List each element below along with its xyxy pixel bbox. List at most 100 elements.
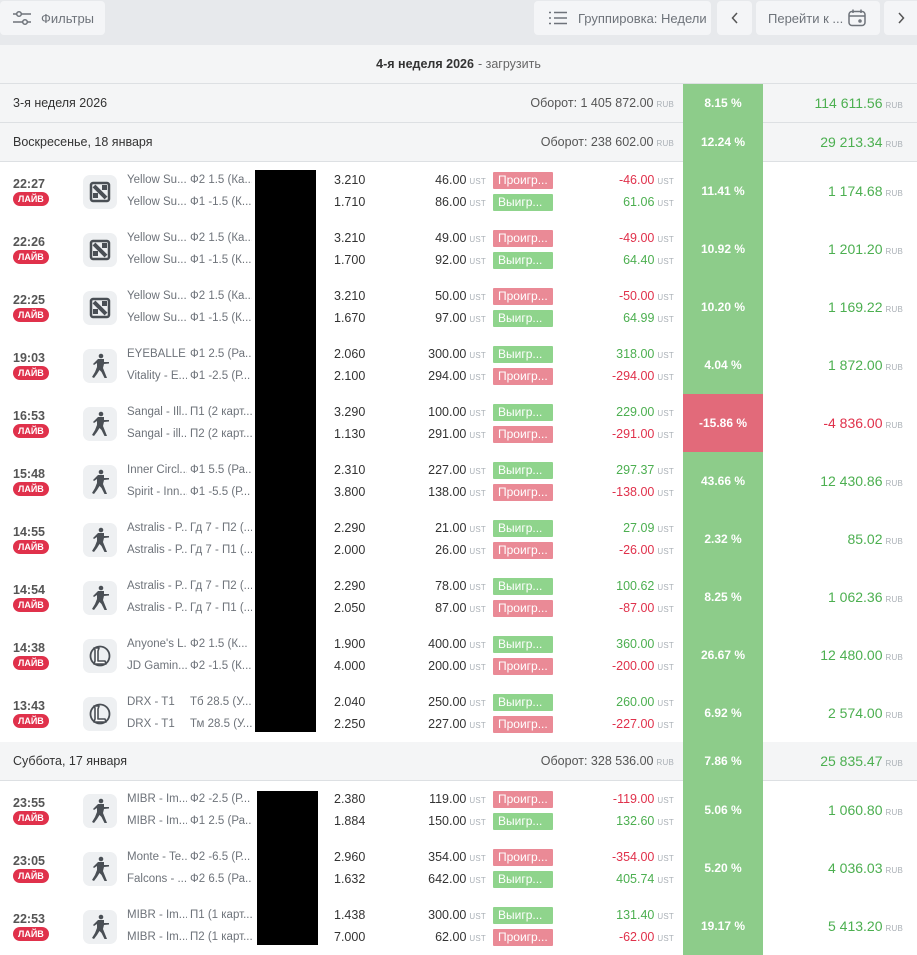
currency-label: RUB bbox=[885, 808, 903, 817]
bet-profit: 4 036.03 RUB bbox=[828, 860, 903, 876]
odds-value: 1.900 bbox=[334, 637, 366, 651]
bet-percent: -15.86 % bbox=[683, 394, 763, 452]
summary-row: Суббота, 17 января Оборот: 328 536.00 RUB 7… bbox=[0, 742, 917, 781]
counter-strike-icon bbox=[83, 407, 117, 441]
stake-value: 150.00 UST bbox=[428, 814, 486, 828]
bet-percent: 11.41 % bbox=[683, 162, 763, 220]
goto-date-button[interactable]: Перейти к ... bbox=[756, 1, 880, 35]
currency-label: UST bbox=[469, 525, 486, 534]
market-name: Ф1 -5.5 (Р... bbox=[190, 486, 251, 498]
team-name: Anyone's L... bbox=[127, 638, 187, 650]
toolbar: Фильтры Группировка: Недели Перейти к ..… bbox=[0, 0, 917, 45]
team-name: DRX - T1 bbox=[127, 718, 175, 730]
summary-profit: 25 835.47 RUB bbox=[820, 753, 903, 769]
week-title: 4-я неделя 2026 bbox=[376, 57, 474, 71]
grouping-button[interactable]: Группировка: Недели bbox=[534, 1, 711, 35]
result-value: -119.00 UST bbox=[612, 792, 674, 806]
team-name: Sangal - Ill... bbox=[127, 406, 187, 418]
live-badge: ЛАЙВ bbox=[13, 598, 49, 612]
live-badge: ЛАЙВ bbox=[13, 656, 49, 670]
result-value: -294.00 UST bbox=[611, 369, 674, 383]
currency-label: UST bbox=[657, 177, 674, 186]
currency-label: UST bbox=[469, 467, 486, 476]
bet-percent: 26.67 % bbox=[683, 626, 763, 684]
currency-label: UST bbox=[469, 235, 486, 244]
team-name: Yellow Su... bbox=[127, 232, 187, 244]
odds-value: 2.290 bbox=[334, 579, 366, 593]
odds-value: 2.960 bbox=[334, 850, 366, 864]
next-button[interactable] bbox=[884, 1, 917, 35]
live-badge: ЛАЙВ bbox=[13, 714, 49, 728]
summary-percent: 8.15 % bbox=[683, 84, 763, 123]
bet-percent: 5.06 % bbox=[683, 781, 763, 839]
currency-label: UST bbox=[469, 257, 486, 266]
bet-time: 19:03 bbox=[13, 351, 45, 365]
market-name: Тб 28.5 (У... bbox=[190, 696, 252, 708]
stake-value: 354.00 UST bbox=[428, 850, 486, 864]
currency-label: RUB bbox=[885, 305, 903, 314]
result-value: -50.00 UST bbox=[618, 289, 674, 303]
filters-label: Фильтры bbox=[41, 10, 95, 26]
live-badge: ЛАЙВ bbox=[13, 540, 49, 554]
live-badge: ЛАЙВ bbox=[13, 250, 49, 264]
stake-value: 97.00 UST bbox=[435, 311, 486, 325]
redacted-block bbox=[257, 791, 318, 945]
filters-button[interactable]: Фильтры bbox=[0, 1, 105, 35]
currency-label: UST bbox=[657, 583, 674, 592]
currency-label: RUB bbox=[885, 759, 903, 768]
status-badge: Выигр... bbox=[493, 871, 553, 888]
market-name: П1 (2 карт... bbox=[190, 406, 252, 418]
stake-value: 92.00 UST bbox=[435, 253, 486, 267]
team-name: EYEBALLE... bbox=[127, 348, 187, 360]
currency-label: RUB bbox=[885, 189, 903, 198]
currency-label: UST bbox=[657, 876, 674, 885]
currency-label: UST bbox=[469, 721, 486, 730]
currency-label: RUB bbox=[656, 139, 674, 148]
prev-button[interactable] bbox=[717, 1, 752, 35]
result-value: -26.00 UST bbox=[618, 543, 674, 557]
bet-row: 23:05 ЛАЙВ Monte - Te... Ф2 -6.5 (Р... 2.960… bbox=[0, 839, 917, 897]
counter-strike-icon bbox=[83, 465, 117, 499]
currency-label: RUB bbox=[885, 537, 903, 546]
team-name: Vitality - E... bbox=[127, 370, 187, 382]
bet-time: 14:38 bbox=[13, 641, 45, 655]
market-name: Ф2 1.5 (К... bbox=[190, 638, 248, 650]
bet-time: 22:26 bbox=[13, 235, 45, 249]
currency-label: UST bbox=[469, 583, 486, 592]
currency-label: UST bbox=[469, 315, 486, 324]
currency-label: UST bbox=[469, 876, 486, 885]
status-badge: Проигр... bbox=[493, 929, 553, 946]
bet-profit: 85.02 RUB bbox=[847, 531, 903, 547]
market-name: Гд 7 - П1 (... bbox=[190, 544, 252, 556]
bet-time: 15:48 bbox=[13, 467, 45, 481]
counter-strike-icon bbox=[83, 581, 117, 615]
status-badge: Проигр... bbox=[493, 172, 553, 189]
status-badge: Выигр... bbox=[493, 310, 553, 327]
bet-time: 14:55 bbox=[13, 525, 45, 539]
currency-label: RUB bbox=[885, 595, 903, 604]
status-badge: Выигр... bbox=[493, 578, 553, 595]
bet-percent: 5.20 % bbox=[683, 839, 763, 897]
stake-value: 100.00 UST bbox=[428, 405, 486, 419]
currency-label: UST bbox=[657, 199, 674, 208]
team-name: Yellow Su... bbox=[127, 174, 187, 186]
status-badge: Выигр... bbox=[493, 462, 553, 479]
status-badge: Проигр... bbox=[493, 791, 553, 808]
odds-value: 1.438 bbox=[334, 908, 366, 922]
stake-value: 62.00 UST bbox=[435, 930, 486, 944]
odds-value: 1.700 bbox=[334, 253, 366, 267]
stake-value: 227.00 UST bbox=[428, 717, 486, 731]
market-name: Ф2 -6.5 (Р... bbox=[190, 851, 251, 863]
stake-value: 200.00 UST bbox=[428, 659, 486, 673]
odds-value: 3.800 bbox=[334, 485, 366, 499]
load-link[interactable]: - загрузить bbox=[477, 57, 541, 71]
currency-label: UST bbox=[469, 641, 486, 650]
stake-value: 138.00 UST bbox=[428, 485, 486, 499]
counter-strike-icon bbox=[83, 794, 117, 828]
currency-label: UST bbox=[657, 293, 674, 302]
team-name: Inner Circl... bbox=[127, 464, 187, 476]
stake-value: 119.00 UST bbox=[429, 792, 486, 806]
team-name: MIBR - Im... bbox=[127, 931, 187, 943]
currency-label: UST bbox=[657, 235, 674, 244]
summary-percent: 7.86 % bbox=[683, 742, 763, 781]
